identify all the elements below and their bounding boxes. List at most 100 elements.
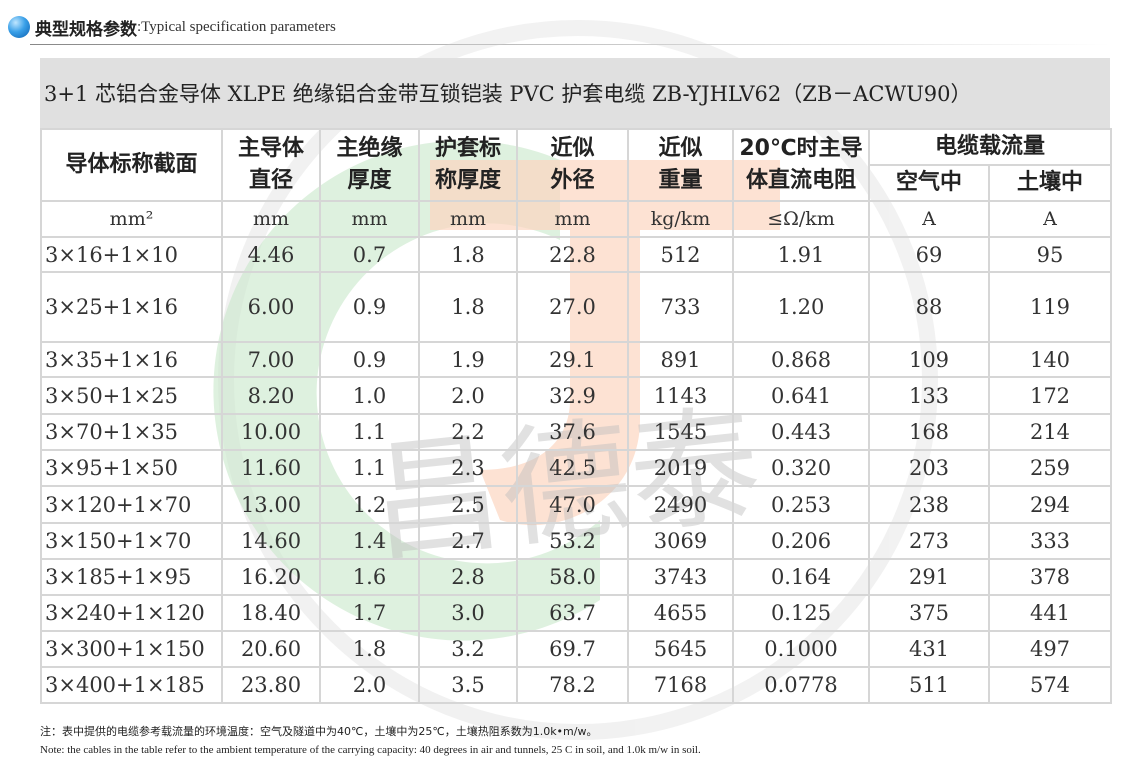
value-cell: 0.164 [732, 558, 870, 596]
spec-cell: 3×400+1×185 [40, 666, 223, 704]
value-cell: 1.20 [732, 271, 870, 343]
value-cell: 375 [868, 594, 990, 632]
value-cell: 0.1000 [732, 630, 870, 668]
spec-cell: 3×150+1×70 [40, 522, 223, 560]
spec-cell: 3×185+1×95 [40, 558, 223, 596]
value-cell: 6.00 [221, 271, 321, 343]
header-line-2: 称厚度 [434, 168, 501, 193]
value-cell: 2.3 [418, 449, 518, 487]
section-title-cn: 典型规格参数 [35, 19, 137, 40]
col-header-conductor-diameter: 主导体 直径 [221, 128, 321, 202]
header-line-1: 近似 [658, 136, 703, 161]
col-header-soil: 土壤中 [987, 164, 1113, 202]
value-cell: 5645 [627, 630, 734, 668]
table-row: 3×95+1×50 11.60 1.1 2.3 42.5 2019 0.320 203 259 [40, 449, 1113, 487]
value-cell: 1.2 [319, 485, 420, 524]
value-cell: 2019 [627, 449, 734, 487]
table-caption: 3+1 芯铝合金导体 XLPE 绝缘铝合金带互锁铠装 PVC 护套电缆 ZB-Y… [40, 58, 1110, 128]
col-header-air: 空气中 [868, 164, 990, 202]
unit-cell: ≤Ω/km [732, 200, 870, 238]
value-cell: 1143 [627, 376, 734, 415]
spec-table-container: 3+1 芯铝合金导体 XLPE 绝缘铝合金带互锁铠装 PVC 护套电缆 ZB-Y… [40, 58, 1113, 704]
spec-cell: 3×240+1×120 [40, 594, 223, 632]
table-row: 3×400+1×185 23.80 2.0 3.5 78.2 7168 0.0778 511 5… [40, 666, 1113, 704]
value-cell: 4655 [627, 594, 734, 632]
header-line-2: 厚度 [347, 168, 392, 193]
value-cell: 2.2 [418, 413, 518, 451]
value-cell: 3.5 [418, 666, 518, 704]
unit-row: mm² mm mm mm mm kg/km ≤Ω/km A A [40, 200, 1113, 238]
value-cell: 0.253 [732, 485, 870, 524]
value-cell: 0.7 [319, 236, 420, 273]
value-cell: 18.40 [221, 594, 321, 632]
table-row: 3×16+1×10 4.46 0.7 1.8 22.8 512 1.91 69 95 [40, 236, 1113, 273]
header-line-1: 近似 [550, 136, 595, 161]
value-cell: 42.5 [516, 449, 629, 487]
value-cell: 3.2 [418, 630, 518, 668]
table-row: 3×240+1×120 18.40 1.7 3.0 63.7 4655 0.125 375 44… [40, 594, 1113, 632]
value-cell: 2.0 [418, 376, 518, 415]
table-row: 3×25+1×16 6.00 0.9 1.8 27.0 733 1.20 88 119 [40, 271, 1113, 343]
unit-cell: mm [516, 200, 629, 238]
spec-cell: 3×70+1×35 [40, 413, 223, 451]
header-line-2: 直径 [248, 168, 293, 193]
table-row: 3×185+1×95 16.20 1.6 2.8 58.0 3743 0.164 291 378 [40, 558, 1113, 596]
spec-cell: 3×95+1×50 [40, 449, 223, 487]
value-cell: 1.8 [418, 236, 518, 273]
value-cell: 8.20 [221, 376, 321, 415]
col-header-outer-diameter: 近似 外径 [516, 128, 629, 202]
header-line-2: 外径 [550, 168, 595, 193]
value-cell: 7168 [627, 666, 734, 704]
value-cell: 109 [868, 341, 990, 378]
unit-cell: mm [319, 200, 420, 238]
value-cell: 497 [987, 630, 1113, 668]
value-cell: 32.9 [516, 376, 629, 415]
value-cell: 7.00 [221, 341, 321, 378]
value-cell: 733 [627, 271, 734, 343]
value-cell: 238 [868, 485, 990, 524]
value-cell: 11.60 [221, 449, 321, 487]
value-cell: 1.7 [319, 594, 420, 632]
col-header-weight: 近似 重量 [627, 128, 734, 202]
value-cell: 0.206 [732, 522, 870, 560]
value-cell: 0.9 [319, 271, 420, 343]
value-cell: 37.6 [516, 413, 629, 451]
table-row: 3×300+1×150 20.60 1.8 3.2 69.7 5645 0.1000 431 4… [40, 630, 1113, 668]
value-cell: 1.8 [418, 271, 518, 343]
table-row: 3×50+1×25 8.20 1.0 2.0 32.9 1143 0.641 133 172 [40, 376, 1113, 415]
spec-cell: 3×16+1×10 [40, 236, 223, 273]
value-cell: 133 [868, 376, 990, 415]
spec-cell: 3×300+1×150 [40, 630, 223, 668]
value-cell: 441 [987, 594, 1113, 632]
spec-table: 导体标称截面 主导体 直径 主绝缘 厚度 护套标 称厚度 近似 外径 近似 重量 [40, 128, 1113, 704]
value-cell: 431 [868, 630, 990, 668]
value-cell: 16.20 [221, 558, 321, 596]
value-cell: 203 [868, 449, 990, 487]
value-cell: 58.0 [516, 558, 629, 596]
header-line-1: 20℃时主导 [739, 136, 863, 161]
unit-cell: A [868, 200, 990, 238]
value-cell: 3.0 [418, 594, 518, 632]
value-cell: 0.320 [732, 449, 870, 487]
value-cell: 214 [987, 413, 1113, 451]
value-cell: 0.868 [732, 341, 870, 378]
value-cell: 47.0 [516, 485, 629, 524]
spec-cell: 3×120+1×70 [40, 485, 223, 524]
value-cell: 3743 [627, 558, 734, 596]
value-cell: 168 [868, 413, 990, 451]
unit-cell: mm² [40, 200, 223, 238]
col-header-ampacity: 电缆载流量 [867, 128, 1113, 166]
value-cell: 1.1 [319, 413, 420, 451]
value-cell: 172 [987, 376, 1113, 415]
unit-cell: kg/km [627, 200, 734, 238]
value-cell: 1.0 [319, 376, 420, 415]
section-title-en: :Typical specification parameters [137, 18, 336, 35]
value-cell: 78.2 [516, 666, 629, 704]
value-cell: 574 [987, 666, 1113, 704]
value-cell: 2490 [627, 485, 734, 524]
spec-cell: 3×35+1×16 [40, 341, 223, 378]
value-cell: 2.0 [319, 666, 420, 704]
value-cell: 63.7 [516, 594, 629, 632]
value-cell: 119 [987, 271, 1113, 343]
value-cell: 294 [987, 485, 1113, 524]
